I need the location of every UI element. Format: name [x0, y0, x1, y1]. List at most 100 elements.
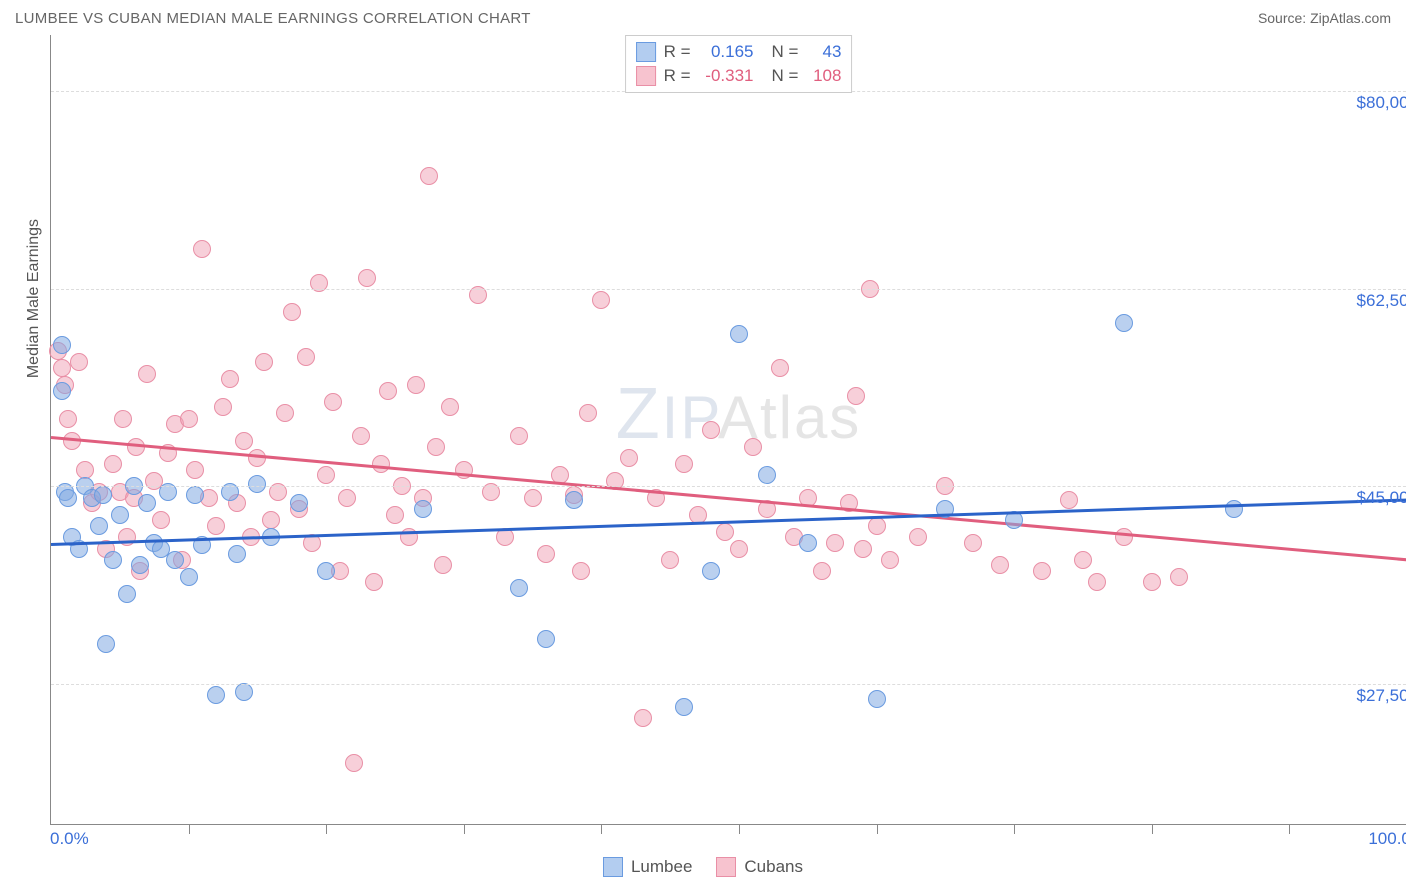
yaxis-tick-label: $45,000	[1357, 488, 1406, 508]
r-label: R =	[664, 66, 691, 86]
lumbee-point	[414, 500, 432, 518]
legend-correlation-row: R = -0.331 N = 108	[636, 64, 842, 88]
r-value: -0.331	[699, 66, 754, 86]
cubans-point	[127, 438, 145, 456]
lumbee-point	[799, 534, 817, 552]
cubans-point	[964, 534, 982, 552]
legend-label: Lumbee	[631, 857, 692, 877]
xaxis-tick	[464, 824, 465, 834]
cubans-point	[372, 455, 390, 473]
legend-series-item: Cubans	[716, 857, 803, 877]
lumbee-point	[131, 556, 149, 574]
cubans-point	[744, 438, 762, 456]
cubans-point	[379, 382, 397, 400]
legend-swatch	[636, 42, 656, 62]
cubans-point	[826, 534, 844, 552]
cubans-point	[193, 240, 211, 258]
gridline	[51, 289, 1406, 290]
n-label: N =	[772, 42, 799, 62]
cubans-point	[420, 167, 438, 185]
r-label: R =	[664, 42, 691, 62]
lumbee-point	[565, 491, 583, 509]
cubans-point	[716, 523, 734, 541]
chart-header: LUMBEE VS CUBAN MEDIAN MALE EARNINGS COR…	[10, 10, 1396, 35]
cubans-point	[317, 466, 335, 484]
lumbee-point	[97, 635, 115, 653]
scatter-plot	[51, 35, 1406, 824]
cubans-point	[407, 376, 425, 394]
yaxis-tick-label: $62,500	[1357, 291, 1406, 311]
cubans-point	[572, 562, 590, 580]
lumbee-point	[1225, 500, 1243, 518]
cubans-point	[255, 353, 273, 371]
xaxis-tick	[326, 824, 327, 834]
cubans-point	[114, 410, 132, 428]
r-value: 0.165	[699, 42, 754, 62]
xaxis-end-label: 100.0%	[1368, 829, 1406, 849]
legend-label: Cubans	[744, 857, 803, 877]
lumbee-point	[94, 486, 112, 504]
n-value: 43	[806, 42, 841, 62]
xaxis-tick	[1014, 824, 1015, 834]
cubans-point	[276, 404, 294, 422]
cubans-point	[434, 556, 452, 574]
cubans-point	[847, 387, 865, 405]
chart-title: LUMBEE VS CUBAN MEDIAN MALE EARNINGS COR…	[15, 10, 531, 27]
legend-correlation-box: R = 0.165 N = 43 R = -0.331 N = 108	[625, 35, 853, 93]
lumbee-point	[180, 568, 198, 586]
legend-series-item: Lumbee	[603, 857, 692, 877]
lumbee-point	[290, 494, 308, 512]
lumbee-point	[675, 698, 693, 716]
n-value: 108	[806, 66, 841, 86]
legend-swatch	[716, 857, 736, 877]
chart-plot-area: ZIPAtlas R =0.165N =43R =-0.331N =108 $8…	[50, 35, 1406, 825]
lumbee-point	[104, 551, 122, 569]
lumbee-point	[90, 517, 108, 535]
cubans-point	[358, 269, 376, 287]
legend-correlation-row: R = 0.165 N = 43	[636, 40, 842, 64]
cubans-point	[214, 398, 232, 416]
cubans-point	[427, 438, 445, 456]
lumbee-point	[228, 545, 246, 563]
lumbee-point	[111, 506, 129, 524]
legend-swatch	[603, 857, 623, 877]
cubans-point	[221, 370, 239, 388]
cubans-point	[813, 562, 831, 580]
cubans-point	[248, 449, 266, 467]
cubans-point	[730, 540, 748, 558]
cubans-point	[1074, 551, 1092, 569]
yaxis-tick-label: $27,500	[1357, 686, 1406, 706]
cubans-point	[868, 517, 886, 535]
lumbee-point	[138, 494, 156, 512]
xaxis-tick	[739, 824, 740, 834]
cubans-point	[1033, 562, 1051, 580]
lumbee-point	[317, 562, 335, 580]
lumbee-point	[868, 690, 886, 708]
cubans-point	[186, 461, 204, 479]
cubans-point	[365, 573, 383, 591]
lumbee-point	[53, 382, 71, 400]
cubans-point	[1088, 573, 1106, 591]
cubans-point	[661, 551, 679, 569]
cubans-point	[118, 528, 136, 546]
lumbee-point	[758, 466, 776, 484]
gridline	[51, 486, 1406, 487]
cubans-point	[104, 455, 122, 473]
legend-swatch	[636, 66, 656, 86]
chart-container: LUMBEE VS CUBAN MEDIAN MALE EARNINGS COR…	[10, 10, 1396, 882]
cubans-point	[283, 303, 301, 321]
source-text: Source: ZipAtlas.com	[1258, 10, 1391, 27]
n-label: N =	[772, 66, 799, 86]
xaxis-tick	[1152, 824, 1153, 834]
cubans-point	[579, 404, 597, 422]
yaxis-title: Median Male Earnings	[25, 219, 43, 378]
lumbee-point	[235, 683, 253, 701]
cubans-point	[59, 410, 77, 428]
cubans-point	[1115, 528, 1133, 546]
lumbee-point	[207, 686, 225, 704]
lumbee-point	[510, 579, 528, 597]
xaxis-tick	[189, 824, 190, 834]
cubans-point	[909, 528, 927, 546]
cubans-point	[207, 517, 225, 535]
cubans-point	[675, 455, 693, 473]
